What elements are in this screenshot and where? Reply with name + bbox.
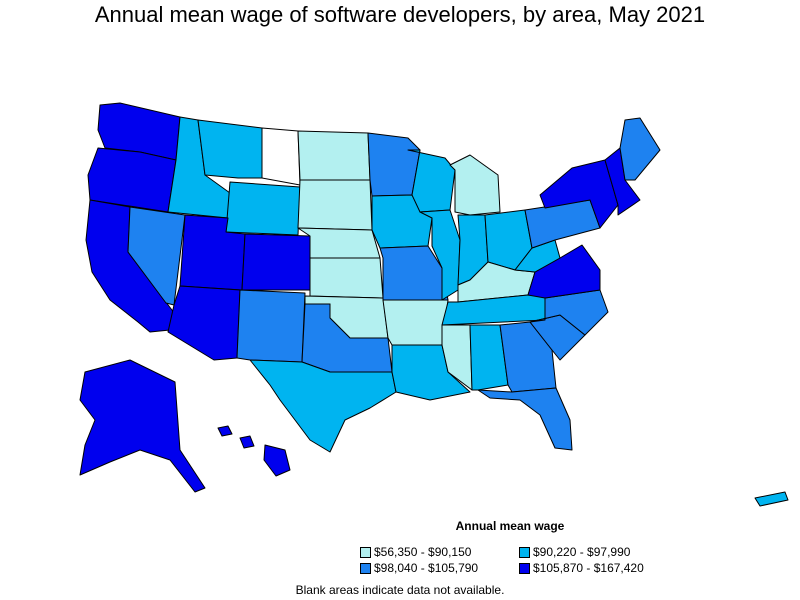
region-nebraska (297, 227, 381, 259)
region-south-dakota (297, 179, 373, 231)
legend-label: $56,350 - $90,150 (374, 545, 472, 559)
region-montana-west (197, 119, 263, 179)
region-maine (619, 117, 661, 181)
legend-label: $98,040 - $105,790 (374, 561, 479, 575)
region-texas-south (249, 359, 397, 453)
map-title: Annual mean wage of software developers,… (94, 2, 706, 27)
region-michigan (449, 154, 501, 216)
legend-item: $98,040 - $105,790 (360, 561, 478, 575)
region-north-carolina (529, 289, 609, 336)
region-puerto-rico (754, 491, 789, 507)
region-arizona (167, 285, 241, 361)
legend-item: $105,870 - $167,420 (519, 561, 644, 575)
legend-title: Annual mean wage (455, 519, 565, 533)
region-florida (477, 387, 573, 451)
legend-item: $90,220 - $97,990 (519, 545, 630, 559)
region-montana-east (261, 127, 301, 186)
region-hawaii (217, 425, 291, 477)
region-idaho (167, 116, 231, 219)
footnote: Blank areas indicate data not available. (295, 583, 505, 597)
region-wyoming (225, 181, 301, 236)
region-mississippi (441, 324, 473, 391)
region-pennsylvania (524, 199, 601, 249)
legend-swatch (519, 546, 530, 558)
region-colorado (241, 233, 311, 291)
region-arkansas (382, 299, 449, 346)
region-new-mexico (236, 289, 306, 363)
region-illinois (419, 209, 461, 301)
region-new-york (539, 159, 619, 229)
legend-swatch (519, 562, 530, 574)
region-north-dakota (297, 130, 371, 181)
legend-swatch (360, 562, 371, 574)
region-alaska (79, 359, 206, 493)
legend-swatch (360, 546, 371, 558)
legend-item: $56,350 - $90,150 (360, 545, 471, 559)
region-minnesota (367, 132, 421, 197)
legend-label: $90,220 - $97,990 (533, 545, 631, 559)
region-nevada (127, 206, 186, 306)
region-kansas (309, 257, 384, 299)
region-alabama (469, 324, 509, 391)
legend-label: $105,870 - $167,420 (533, 561, 644, 575)
